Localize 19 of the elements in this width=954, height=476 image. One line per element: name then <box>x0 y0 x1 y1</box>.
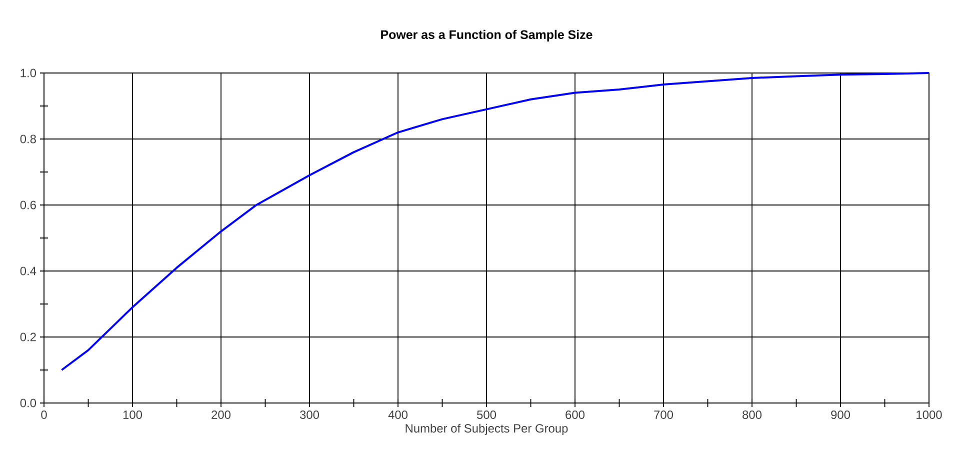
chart-title: Power as a Function of Sample Size <box>381 30 592 42</box>
x-tick-label: 800 <box>742 410 762 419</box>
x-tick-label: 300 <box>300 410 320 419</box>
y-tick-label: 0.6 <box>20 200 36 210</box>
y-tick-label: 0.2 <box>20 332 36 342</box>
x-tick-label: 700 <box>654 410 674 419</box>
x-tick-label: 400 <box>388 410 408 419</box>
x-tick-label: 200 <box>212 410 231 419</box>
x-tick-label: 0 <box>41 410 47 419</box>
x-tick-label: 600 <box>566 410 585 419</box>
x-axis-title: Number of Subjects Per Group <box>406 424 568 435</box>
y-tick-label: 0.0 <box>20 398 36 408</box>
x-tick-label: 1000 <box>916 410 942 419</box>
y-tick-label: 0.8 <box>20 134 36 144</box>
x-tick-label: 100 <box>123 410 142 419</box>
x-tick-label: 900 <box>831 410 850 419</box>
y-tick-label: 0.4 <box>20 266 36 276</box>
y-tick-label: 1.0 <box>20 68 36 78</box>
x-tick-label: 500 <box>477 410 496 419</box>
